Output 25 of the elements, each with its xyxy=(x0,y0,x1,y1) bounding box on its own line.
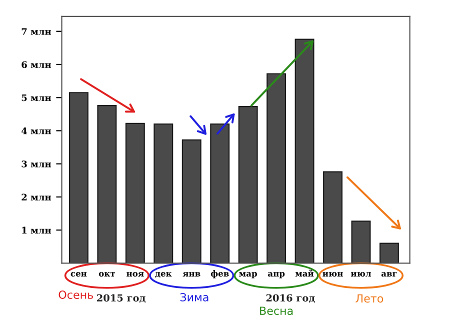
y-tick-label: 4 млн xyxy=(21,127,52,134)
x-tick-label: апр xyxy=(268,272,285,278)
x-tick-label: фев xyxy=(210,270,229,278)
y-tick-label: 1 млн xyxy=(22,226,52,234)
x-tick-label: янв xyxy=(182,272,200,276)
x-tick-label: окт xyxy=(98,272,115,277)
text: 2016 год xyxy=(266,294,315,303)
text: Осень xyxy=(58,290,93,299)
text: Весна xyxy=(260,306,293,315)
x-tick-label: сен xyxy=(70,272,87,277)
x-tick-label: авг xyxy=(381,272,397,277)
text: Зима xyxy=(180,293,208,302)
x-tick-label: май xyxy=(295,270,314,277)
x-tick-label: дек xyxy=(155,272,172,278)
x-tick-label: июл xyxy=(350,272,372,277)
x-tick-label: мар xyxy=(239,272,257,278)
y-tick-label: 2 млн xyxy=(22,194,52,201)
text: 2015 год xyxy=(97,294,146,303)
text: Лето xyxy=(356,294,384,303)
x-tick-label: ноя xyxy=(126,272,144,277)
y-tick-label: 7 млн xyxy=(22,28,52,35)
y-tick-label: 6 млн xyxy=(22,61,52,68)
y-tick-label: 5 млн xyxy=(22,94,52,102)
y-tick-label: 3 млн xyxy=(22,160,52,168)
x-tick-label: июн xyxy=(322,272,343,277)
